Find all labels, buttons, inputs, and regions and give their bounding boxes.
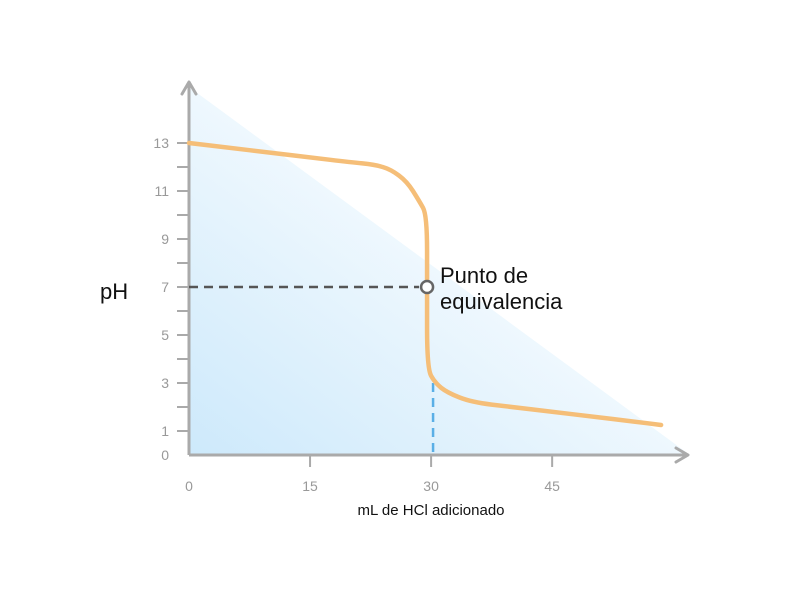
series (186, 140, 664, 428)
y-tick-label: 5 (161, 327, 169, 343)
y-tick-label: 7 (161, 279, 169, 295)
x-axis-label: mL de HCl adicionado (357, 502, 504, 519)
x-tick-label: 45 (544, 478, 560, 494)
y-tick-label: 0 (161, 447, 169, 463)
background-fill (189, 87, 690, 455)
titration-curve (186, 140, 664, 428)
equivalence-point-marker (419, 279, 435, 295)
x-tick-label: 15 (302, 478, 318, 494)
x-tick-label: 0 (185, 478, 193, 494)
annotation-line-1: Punto de (440, 263, 528, 288)
y-tick-label: 3 (161, 375, 169, 391)
y-tick-label: 9 (161, 231, 169, 247)
reference-lines (189, 285, 435, 455)
y-tick-label: 13 (153, 135, 169, 151)
x-axis-arrow (674, 446, 690, 464)
annotation-line-2: equivalencia (440, 289, 563, 314)
x-tick-label: 30 (423, 478, 439, 494)
y-axis-arrow (180, 80, 198, 96)
y-tick-label: 1 (161, 423, 169, 439)
y-axis-label: pH (100, 279, 128, 304)
y-tick-label: 11 (154, 183, 169, 199)
x-ticks: 0 15 30 45 (185, 455, 560, 494)
